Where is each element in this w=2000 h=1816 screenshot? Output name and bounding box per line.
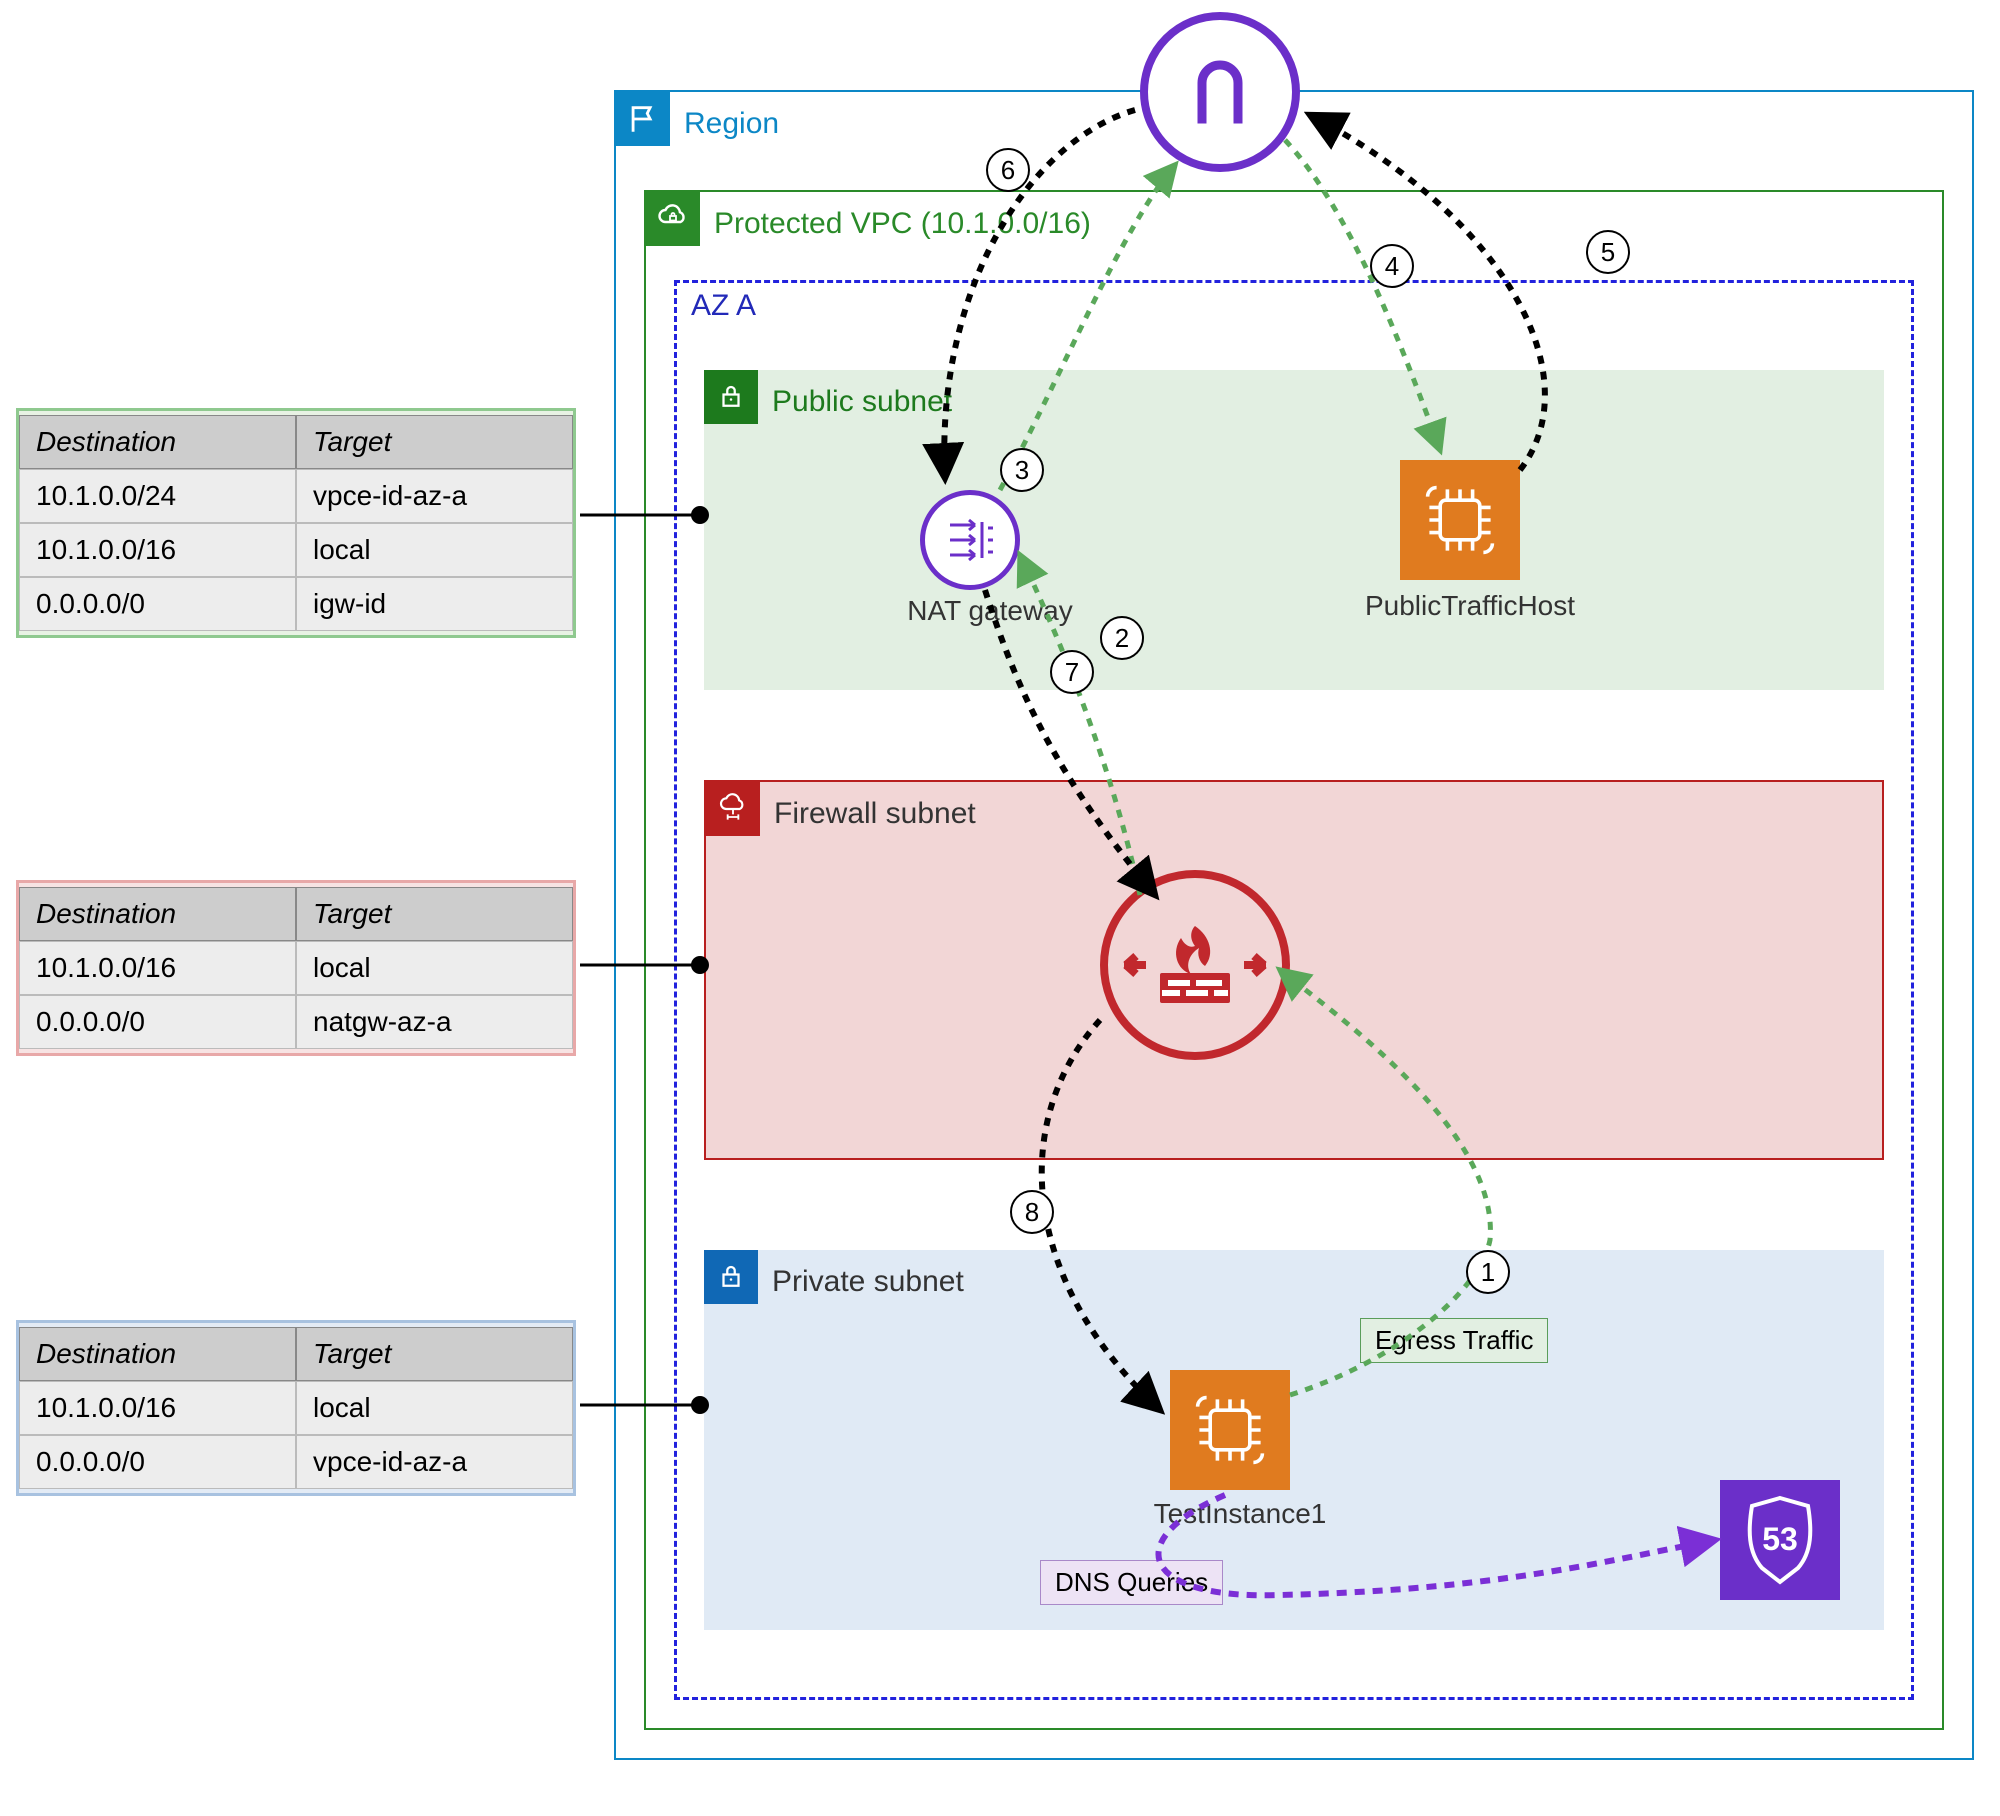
table-cell: local: [296, 941, 573, 995]
step-circle-3: 3: [1000, 448, 1044, 492]
step-circle-7: 7: [1050, 650, 1094, 694]
table-row: 0.0.0.0/0vpce-id-az-a: [19, 1435, 573, 1489]
table-row: 10.1.0.0/16local: [19, 1381, 573, 1435]
table-cell: 10.1.0.0/24: [19, 469, 296, 523]
nat-gateway-icon: [920, 490, 1020, 590]
region-label: Region: [616, 92, 779, 146]
test-instance-icon: [1170, 1370, 1290, 1490]
firewall-subnet-label: Firewall subnet: [706, 782, 976, 836]
internet-gateway-icon: [1140, 12, 1300, 172]
step-circle-1: 1: [1466, 1250, 1510, 1294]
public-subnet-text: Public subnet: [772, 375, 952, 419]
public-traffic-host-label: PublicTrafficHost: [1340, 590, 1600, 622]
table-cell: vpce-id-az-a: [296, 469, 573, 523]
table-header-cell: Target: [296, 1327, 573, 1381]
table-cell: igw-id: [296, 577, 573, 631]
table-cell: 10.1.0.0/16: [19, 1381, 296, 1435]
public-traffic-host-icon: [1400, 460, 1520, 580]
table-row: 10.1.0.0/16local: [19, 941, 573, 995]
table-cell: local: [296, 523, 573, 577]
firewall-icon: [1100, 870, 1290, 1060]
route-table-private: DestinationTarget10.1.0.0/16local0.0.0.0…: [16, 1320, 576, 1496]
vpc-label: Protected VPC (10.1.0.0/16): [646, 192, 1091, 246]
private-subnet-label: Private subnet: [704, 1250, 964, 1304]
table-row: 10.1.0.0/24vpce-id-az-a: [19, 469, 573, 523]
step-circle-4: 4: [1370, 244, 1414, 288]
vpc-text: Protected VPC (10.1.0.0/16): [714, 197, 1091, 241]
table-row: 0.0.0.0/0igw-id: [19, 577, 573, 631]
table-cell: 10.1.0.0/16: [19, 523, 296, 577]
table-cell: vpce-id-az-a: [296, 1435, 573, 1489]
cloud-network-icon: [706, 782, 760, 836]
private-subnet-text: Private subnet: [772, 1255, 964, 1299]
lock-icon: [704, 1250, 758, 1304]
table-header-cell: Destination: [19, 887, 296, 941]
test-instance-label: TestInstance1: [1140, 1498, 1340, 1530]
route53-icon: 53: [1720, 1480, 1840, 1600]
firewall-subnet: Firewall subnet: [704, 780, 1884, 1160]
public-subnet: Public subnet: [704, 370, 1884, 690]
region-flag-icon: [616, 92, 670, 146]
lock-icon: [704, 370, 758, 424]
az-text: AZ A: [691, 289, 756, 323]
table-cell: 0.0.0.0/0: [19, 995, 296, 1049]
route-table-public: DestinationTarget10.1.0.0/24vpce-id-az-a…: [16, 408, 576, 638]
diagram-canvas: Region Protected VPC (10.1.0.0/16) AZ A …: [0, 0, 2000, 1816]
region-text: Region: [684, 97, 779, 141]
egress-traffic-tag: Egress Traffic: [1360, 1318, 1548, 1363]
step-circle-8: 8: [1010, 1190, 1054, 1234]
nat-gateway-label: NAT gateway: [890, 595, 1090, 627]
step-circle-5: 5: [1586, 230, 1630, 274]
route-table-firewall: DestinationTarget10.1.0.0/16local0.0.0.0…: [16, 880, 576, 1056]
svg-text:53: 53: [1762, 1521, 1798, 1557]
table-cell: local: [296, 1381, 573, 1435]
cloud-lock-icon: [646, 192, 700, 246]
table-cell: 0.0.0.0/0: [19, 577, 296, 631]
dns-queries-tag: DNS Queries: [1040, 1560, 1223, 1605]
private-subnet: Private subnet: [704, 1250, 1884, 1630]
table-cell: natgw-az-a: [296, 995, 573, 1049]
table-header-cell: Target: [296, 887, 573, 941]
public-subnet-label: Public subnet: [704, 370, 952, 424]
table-header-cell: Destination: [19, 1327, 296, 1381]
step-circle-6: 6: [986, 148, 1030, 192]
table-row: 10.1.0.0/16local: [19, 523, 573, 577]
table-cell: 10.1.0.0/16: [19, 941, 296, 995]
firewall-subnet-text: Firewall subnet: [774, 787, 976, 831]
table-header-cell: Target: [296, 415, 573, 469]
table-cell: 0.0.0.0/0: [19, 1435, 296, 1489]
step-circle-2: 2: [1100, 616, 1144, 660]
table-row: 0.0.0.0/0natgw-az-a: [19, 995, 573, 1049]
table-header-cell: Destination: [19, 415, 296, 469]
